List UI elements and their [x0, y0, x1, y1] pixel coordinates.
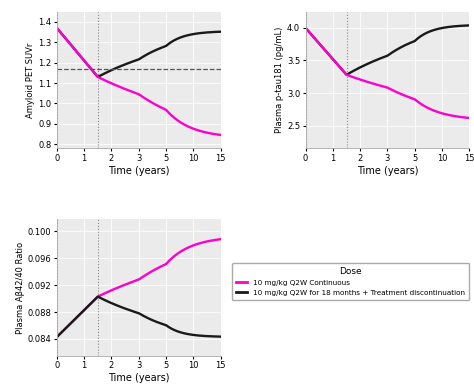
Y-axis label: Amyloid PET SUVr: Amyloid PET SUVr — [26, 42, 35, 118]
Y-axis label: Plasma Aβ42/40 Ratio: Plasma Aβ42/40 Ratio — [16, 242, 25, 334]
X-axis label: Time (years): Time (years) — [108, 373, 169, 383]
X-axis label: Time (years): Time (years) — [108, 166, 169, 176]
X-axis label: Time (years): Time (years) — [357, 166, 418, 176]
Y-axis label: Plasma p-tau181 (pg/mL): Plasma p-tau181 (pg/mL) — [275, 27, 284, 133]
Legend: 10 mg/kg Q2W Continuous, 10 mg/kg Q2W for 18 months + Treatment discontinuation: 10 mg/kg Q2W Continuous, 10 mg/kg Q2W fo… — [232, 263, 469, 300]
